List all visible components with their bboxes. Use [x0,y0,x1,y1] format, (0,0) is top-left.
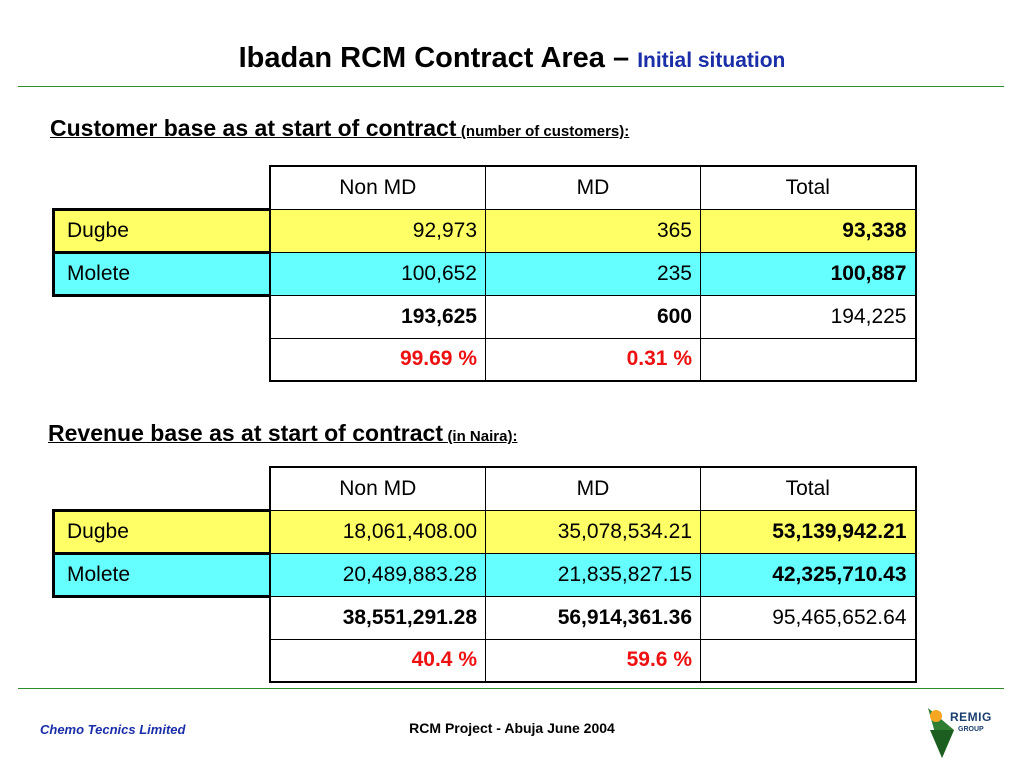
revenue-section-heading: Revenue base as at start of contract (in… [48,420,517,447]
customer-heading-note: (number of customers): [460,123,630,140]
customer-total-nonmd: 193,625 [268,294,486,339]
customer-header-row: Non MD MD Total [54,165,917,210]
customer-total-all: 194,225 [700,294,917,339]
revenue-totals-row: 38,551,291.28 56,914,361.36 95,465,652.6… [54,595,917,640]
bottom-divider [18,688,1004,689]
customer-share-md: 0.31 % [485,337,701,382]
blank-cell [54,639,270,682]
blank-cell [54,338,270,381]
customer-cell-total: 93,338 [700,208,917,253]
logo-text-group: GROUP [958,726,984,733]
header-blank-cell [54,166,270,209]
revenue-total-all: 95,465,652.64 [700,595,917,640]
page-title-main: Ibadan RCM Contract Area – [238,42,638,74]
header-blank-cell [54,467,270,510]
revenue-header-nonmd: Non MD [268,466,486,511]
revenue-cell-md: 21,835,827.15 [485,552,701,597]
revenue-table: Non MD MD Total Dugbe 18,061,408.00 35,0… [52,466,917,683]
revenue-share-empty [700,638,917,683]
revenue-row-dugbe: Dugbe 18,061,408.00 35,078,534.21 53,139… [52,508,917,555]
customer-row-dugbe: Dugbe 92,973 365 93,338 [52,207,917,254]
customer-cell-total: 100,887 [700,251,917,296]
customer-cell-md: 365 [485,208,701,253]
customer-shares-row: 99.69 % 0.31 % [54,337,917,382]
revenue-heading-note: (in Naira): [447,428,518,445]
top-divider [18,86,1004,87]
customer-section-heading: Customer base as at start of contract (n… [50,115,629,142]
revenue-row-label: Dugbe [52,508,270,555]
revenue-header-md: MD [485,466,701,511]
page-title: Ibadan RCM Contract Area – Initial situa… [0,42,1024,75]
customer-header-total: Total [700,165,917,210]
customer-cell-nonmd: 92,973 [268,208,486,253]
revenue-cell-md: 35,078,534.21 [485,509,701,554]
customer-table: Non MD MD Total Dugbe 92,973 365 93,338 … [52,165,917,382]
revenue-row-molete: Molete 20,489,883.28 21,835,827.15 42,32… [52,551,917,598]
customer-row-label: Dugbe [52,207,270,254]
revenue-cell-total: 53,139,942.21 [700,509,917,554]
logo-text-remig: REMIG [950,710,992,724]
revenue-cell-total: 42,325,710.43 [700,552,917,597]
blank-cell [54,295,270,338]
revenue-cell-nonmd: 20,489,883.28 [268,552,486,597]
revenue-row-label: Molete [52,551,270,598]
remig-logo-icon [928,708,954,758]
revenue-total-nonmd: 38,551,291.28 [268,595,486,640]
page-title-sub: Initial situation [637,49,786,72]
revenue-header-total: Total [700,466,917,511]
revenue-shares-row: 40.4 % 59.6 % [54,638,917,683]
revenue-share-nonmd: 40.4 % [268,638,486,683]
revenue-cell-nonmd: 18,061,408.00 [268,509,486,554]
customer-header-nonmd: Non MD [268,165,486,210]
blank-cell [54,596,270,639]
customer-row-molete: Molete 100,652 235 100,887 [52,250,917,297]
customer-totals-row: 193,625 600 194,225 [54,294,917,339]
footer-company: Chemo Tecnics Limited [40,722,186,737]
customer-row-label: Molete [52,250,270,297]
customer-total-md: 600 [485,294,701,339]
revenue-heading-text: Revenue base as at start of contract [48,420,443,446]
customer-share-nonmd: 99.69 % [268,337,486,382]
footer-project: RCM Project - Abuja June 2004 [409,720,615,736]
revenue-header-row: Non MD MD Total [54,466,917,511]
customer-header-md: MD [485,165,701,210]
customer-heading-text: Customer base as at start of contract [50,115,457,141]
revenue-total-md: 56,914,361.36 [485,595,701,640]
customer-cell-md: 235 [485,251,701,296]
revenue-share-md: 59.6 % [485,638,701,683]
customer-share-empty [700,337,917,382]
customer-cell-nonmd: 100,652 [268,251,486,296]
